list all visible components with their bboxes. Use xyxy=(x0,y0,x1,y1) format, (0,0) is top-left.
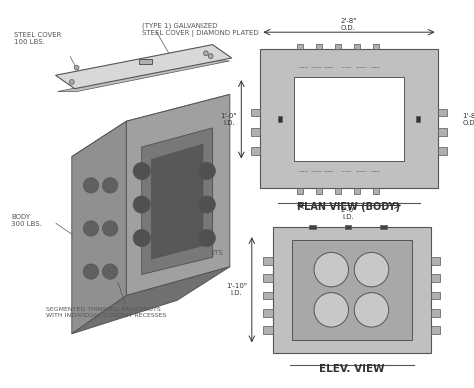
Circle shape xyxy=(74,65,79,70)
Circle shape xyxy=(198,196,215,213)
Bar xyxy=(374,188,379,194)
Bar xyxy=(139,59,152,64)
Bar xyxy=(297,188,302,194)
Bar xyxy=(263,274,273,282)
Polygon shape xyxy=(57,61,230,92)
Polygon shape xyxy=(72,94,230,157)
Circle shape xyxy=(354,253,389,287)
Bar xyxy=(260,49,438,188)
Circle shape xyxy=(102,221,118,236)
Text: LIFTING INSERTS: LIFTING INSERTS xyxy=(164,249,222,256)
Circle shape xyxy=(203,51,208,55)
Circle shape xyxy=(102,178,118,193)
Circle shape xyxy=(83,264,99,279)
Bar xyxy=(251,128,260,135)
Bar xyxy=(416,116,420,122)
Bar xyxy=(251,109,260,116)
Bar xyxy=(294,77,404,161)
Polygon shape xyxy=(127,94,230,296)
Circle shape xyxy=(83,178,99,193)
Circle shape xyxy=(102,264,118,279)
Polygon shape xyxy=(55,45,232,89)
Polygon shape xyxy=(151,144,203,259)
Circle shape xyxy=(198,163,215,180)
Text: 2'-8"
O.D.: 2'-8" O.D. xyxy=(340,18,357,31)
Polygon shape xyxy=(72,121,127,334)
Bar xyxy=(438,147,447,155)
Bar xyxy=(431,309,440,317)
Bar xyxy=(278,116,283,122)
Bar xyxy=(263,257,273,265)
Text: BODY
300 LBS.: BODY 300 LBS. xyxy=(11,214,42,227)
Circle shape xyxy=(133,196,150,213)
Bar xyxy=(438,109,447,116)
Bar xyxy=(431,257,440,265)
Bar xyxy=(316,44,322,49)
Bar xyxy=(438,128,447,135)
Bar xyxy=(292,240,412,340)
Bar xyxy=(431,292,440,299)
Polygon shape xyxy=(72,267,230,334)
Bar xyxy=(263,292,273,299)
Bar xyxy=(354,44,360,49)
Bar xyxy=(431,274,440,282)
Text: STEEL COVER
100 LBS.: STEEL COVER 100 LBS. xyxy=(14,32,62,45)
Bar xyxy=(335,44,341,49)
Bar xyxy=(374,44,379,49)
Bar xyxy=(345,225,351,229)
Circle shape xyxy=(314,293,348,327)
Text: ELEV. VIEW: ELEV. VIEW xyxy=(319,364,384,374)
Bar xyxy=(297,44,302,49)
Bar xyxy=(380,225,387,229)
Bar xyxy=(335,188,341,194)
Bar xyxy=(431,326,440,334)
Bar xyxy=(263,309,273,317)
Circle shape xyxy=(198,229,215,247)
Text: 1'-0"
I.D.: 1'-0" I.D. xyxy=(220,113,237,126)
Text: 2'-0"
I.D.: 2'-0" I.D. xyxy=(340,207,357,220)
Text: 1'-10"
I.D.: 1'-10" I.D. xyxy=(226,283,247,296)
Bar xyxy=(316,188,322,194)
Text: (TYPE 1) GALVANIZED
STEEL COVER | DIAMOND PLATED: (TYPE 1) GALVANIZED STEEL COVER | DIAMON… xyxy=(142,23,258,37)
Text: 1'-8"
O.D.: 1'-8" O.D. xyxy=(462,113,474,126)
Circle shape xyxy=(133,229,150,247)
Circle shape xyxy=(133,163,150,180)
Bar xyxy=(354,188,360,194)
Circle shape xyxy=(83,221,99,236)
Bar xyxy=(273,227,431,353)
Text: PLAN VIEW (BODY): PLAN VIEW (BODY) xyxy=(297,202,400,212)
Bar xyxy=(263,326,273,334)
Polygon shape xyxy=(142,128,212,274)
Bar xyxy=(251,147,260,155)
Circle shape xyxy=(354,293,389,327)
Circle shape xyxy=(314,253,348,287)
Bar xyxy=(309,225,316,229)
Text: SEGMENTED THINWALL KNOCKOUTS
WITH INDIVIDUAL CONDUIT RECESSES: SEGMENTED THINWALL KNOCKOUTS WITH INDIVI… xyxy=(46,307,166,318)
Circle shape xyxy=(69,80,74,84)
Circle shape xyxy=(208,54,213,59)
